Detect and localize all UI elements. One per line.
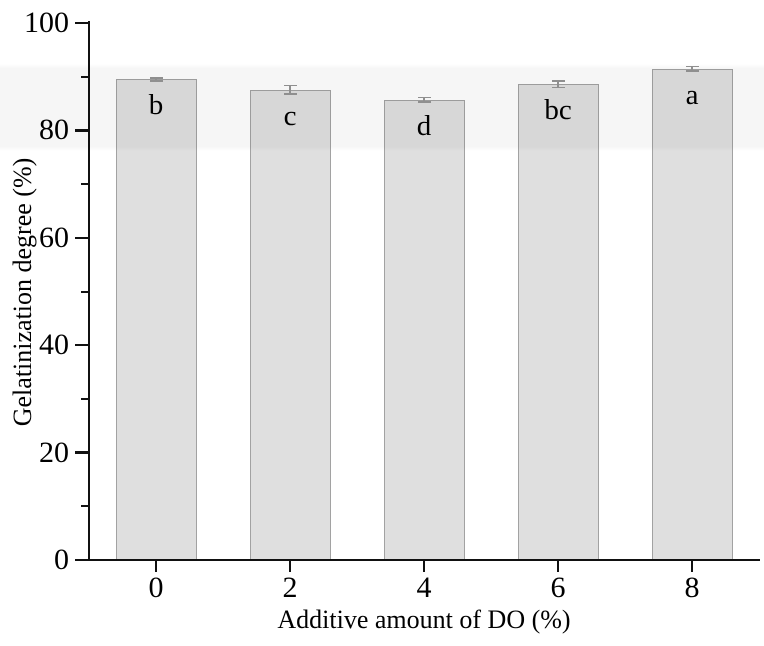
error-bar bbox=[691, 66, 693, 71]
x-tick-label: 6 bbox=[550, 571, 566, 604]
y-tick bbox=[75, 451, 89, 454]
x-tick-label: 0 bbox=[148, 571, 164, 604]
y-minor-tick bbox=[81, 397, 89, 400]
bar-significance-label: bc bbox=[544, 94, 572, 127]
error-bar-bottom-cap bbox=[283, 93, 297, 95]
y-tick-label: 40 bbox=[39, 328, 69, 362]
error-bar bbox=[155, 77, 157, 81]
y-axis-title: Gelatinization degree (%) bbox=[8, 157, 37, 427]
y-tick-label: 80 bbox=[39, 113, 69, 147]
bar-significance-label: b bbox=[148, 89, 164, 122]
error-bar-bottom-cap bbox=[417, 101, 431, 103]
bar bbox=[517, 84, 599, 560]
x-axis-line bbox=[87, 558, 760, 561]
x-tick-label: 8 bbox=[684, 571, 700, 604]
bar-significance-label: a bbox=[685, 78, 699, 111]
y-tick-label: 60 bbox=[39, 220, 69, 254]
y-tick-label: 20 bbox=[39, 435, 69, 469]
error-bar bbox=[423, 97, 425, 102]
y-tick bbox=[75, 343, 89, 347]
bar bbox=[383, 99, 465, 560]
y-tick bbox=[75, 21, 89, 25]
error-bar-top-cap bbox=[417, 96, 431, 99]
y-tick-label: 0 bbox=[54, 543, 69, 576]
x-tick bbox=[288, 561, 292, 572]
error-bar-top-cap bbox=[283, 84, 297, 87]
y-tick-label: 100 bbox=[24, 6, 69, 39]
bar bbox=[115, 79, 197, 560]
x-tick bbox=[556, 561, 560, 572]
bar bbox=[651, 68, 733, 560]
error-bar bbox=[289, 85, 291, 94]
y-minor-tick bbox=[81, 290, 89, 293]
error-bar-top-cap bbox=[149, 77, 163, 79]
y-minor-tick bbox=[81, 505, 89, 508]
error-bar bbox=[557, 80, 559, 88]
y-tick bbox=[75, 129, 89, 132]
y-minor-tick bbox=[81, 75, 89, 78]
error-bar-bottom-cap bbox=[551, 86, 565, 89]
error-bar-top-cap bbox=[551, 80, 565, 82]
x-tick-label: 2 bbox=[282, 571, 298, 604]
bar-significance-label: d bbox=[416, 109, 432, 142]
x-tick bbox=[422, 561, 426, 572]
x-tick bbox=[690, 561, 694, 572]
bar bbox=[249, 89, 331, 560]
error-bar-top-cap bbox=[685, 65, 699, 68]
y-tick bbox=[75, 558, 89, 562]
x-axis-title: Additive amount of DO (%) bbox=[277, 605, 571, 634]
y-minor-tick bbox=[81, 183, 89, 186]
y-axis-line bbox=[87, 21, 90, 561]
error-bar-bottom-cap bbox=[149, 80, 163, 82]
error-bar-bottom-cap bbox=[685, 70, 699, 72]
x-tick bbox=[154, 561, 158, 572]
x-tick-label: 4 bbox=[416, 571, 432, 604]
y-tick bbox=[75, 236, 89, 240]
bar-significance-label: c bbox=[283, 99, 297, 132]
